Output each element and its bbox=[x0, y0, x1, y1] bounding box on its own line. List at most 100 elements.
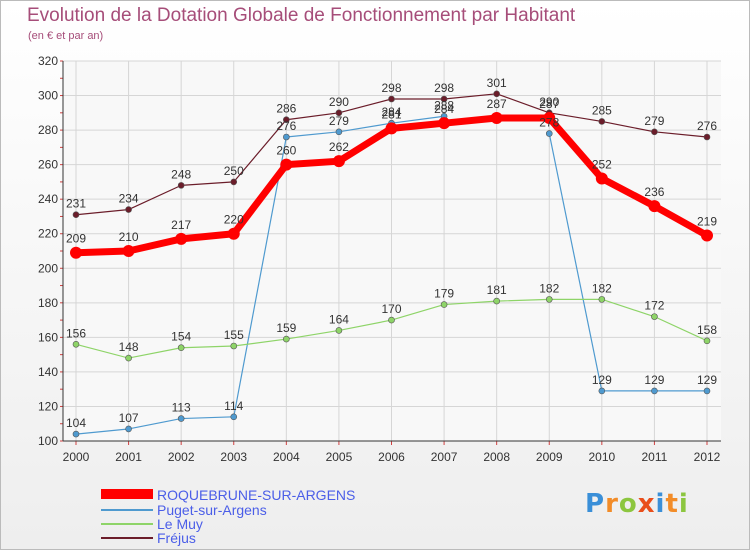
data-label-roquebrune-sur-argens-2005: 262 bbox=[329, 140, 349, 154]
data-point-fr-jus-2006 bbox=[388, 95, 395, 103]
y-tick-label: 220 bbox=[38, 227, 58, 241]
data-label-le-muy-2000: 156 bbox=[66, 326, 86, 340]
data-point-puget-sur-argens-2003 bbox=[230, 413, 238, 421]
logo-letter: x bbox=[637, 489, 656, 519]
legend-swatch-roquebrune bbox=[101, 489, 153, 499]
data-label-roquebrune-sur-argens-2003: 220 bbox=[224, 213, 244, 227]
data-label-roquebrune-sur-argens-2001: 210 bbox=[119, 230, 139, 244]
y-tick-label: 140 bbox=[38, 365, 58, 379]
data-point-fr-jus-2007 bbox=[440, 95, 448, 103]
x-tick-label: 2010 bbox=[588, 450, 615, 464]
legend-item-frejus: Fréjus bbox=[101, 530, 431, 546]
data-point-fr-jus-2001 bbox=[125, 206, 132, 213]
proxiti-logo: Proxiti bbox=[585, 489, 689, 519]
data-label-fr-jus-2010: 285 bbox=[592, 103, 612, 117]
data-point-fr-jus-2011 bbox=[651, 128, 658, 136]
legend-label-puget: Puget-sur-Argens bbox=[157, 502, 267, 518]
x-tick-label: 2004 bbox=[273, 450, 300, 464]
x-tick-label: 2009 bbox=[536, 450, 563, 464]
data-point-fr-jus-2000 bbox=[72, 211, 80, 219]
data-label-roquebrune-sur-argens-2004: 260 bbox=[276, 144, 296, 158]
data-label-le-muy-2004: 159 bbox=[276, 321, 296, 335]
legend-item-roquebrune: ROQUEBRUNE-SUR-ARGENS bbox=[101, 487, 431, 503]
data-label-roquebrune-sur-argens-2000: 209 bbox=[66, 232, 86, 246]
data-label-fr-jus-2001: 234 bbox=[119, 192, 139, 206]
y-tick-label: 160 bbox=[38, 330, 58, 344]
chart-subtitle: (en € et par an) bbox=[28, 30, 104, 42]
data-label-fr-jus-2003: 250 bbox=[224, 164, 244, 178]
legend-swatch-puget bbox=[101, 509, 153, 511]
data-point-puget-sur-argens-2001 bbox=[125, 425, 132, 433]
data-point-fr-jus-2008 bbox=[493, 90, 500, 98]
data-point-roquebrune-sur-argens-2003 bbox=[227, 227, 240, 240]
data-label-le-muy-2007: 179 bbox=[434, 287, 454, 301]
x-tick-label: 2000 bbox=[63, 450, 90, 464]
data-point-puget-sur-argens-2012 bbox=[703, 387, 711, 395]
y-tick-label: 100 bbox=[38, 434, 58, 448]
y-tick-label: 240 bbox=[38, 192, 58, 206]
data-label-fr-jus-2011: 279 bbox=[644, 114, 664, 128]
y-tick-label: 280 bbox=[38, 123, 58, 137]
data-label-puget-sur-argens-2001: 107 bbox=[119, 411, 139, 425]
data-label-fr-jus-2007: 298 bbox=[434, 81, 454, 95]
data-label-le-muy-2009: 182 bbox=[539, 281, 559, 295]
x-tick-label: 2011 bbox=[642, 450, 668, 464]
series-line-puget-sur-argens bbox=[75, 115, 708, 435]
chart-title: Evolution de la Dotation Globale de Fonc… bbox=[27, 5, 576, 26]
data-point-roquebrune-sur-argens-2002 bbox=[175, 232, 188, 245]
data-point-puget-sur-argens-2011 bbox=[651, 387, 658, 395]
data-label-le-muy-2002: 154 bbox=[171, 330, 191, 344]
data-point-roquebrune-sur-argens-2008 bbox=[490, 112, 503, 124]
y-tick-label: 260 bbox=[38, 158, 58, 172]
y-tick-label: 320 bbox=[38, 54, 58, 68]
data-label-fr-jus-2006: 298 bbox=[381, 81, 401, 95]
data-label-le-muy-2006: 170 bbox=[381, 302, 401, 316]
legend-swatch-le-muy bbox=[101, 523, 153, 525]
legend-swatch-frejus bbox=[101, 537, 153, 539]
data-label-fr-jus-2000: 231 bbox=[66, 197, 86, 211]
data-point-fr-jus-2012 bbox=[703, 133, 711, 141]
data-point-puget-sur-argens-2010 bbox=[598, 387, 606, 395]
data-label-puget-sur-argens-2011: 129 bbox=[644, 373, 664, 387]
data-label-puget-sur-argens-2002: 113 bbox=[172, 401, 191, 415]
data-point-puget-sur-argens-2004 bbox=[283, 133, 290, 141]
data-point-roquebrune-sur-argens-2005 bbox=[332, 155, 345, 168]
data-label-fr-jus-2009: 290 bbox=[539, 95, 559, 109]
data-label-le-muy-2003: 155 bbox=[224, 328, 244, 342]
data-label-roquebrune-sur-argens-2006: 281 bbox=[381, 107, 401, 121]
legend-label-le-muy: Le Muy bbox=[157, 516, 203, 532]
data-label-fr-jus-2005: 290 bbox=[329, 95, 349, 109]
data-point-roquebrune-sur-argens-2006 bbox=[385, 122, 398, 135]
x-tick-label: 2012 bbox=[694, 450, 721, 464]
data-point-roquebrune-sur-argens-2010 bbox=[595, 172, 608, 185]
data-label-puget-sur-argens-2007: 288 bbox=[434, 98, 454, 112]
data-label-le-muy-2010: 182 bbox=[592, 281, 612, 295]
data-point-le-muy-2006 bbox=[388, 316, 395, 324]
legend-item-puget: Puget-sur-Argens bbox=[101, 502, 431, 518]
data-point-roquebrune-sur-argens-2000 bbox=[70, 246, 82, 259]
data-point-le-muy-2010 bbox=[598, 296, 606, 303]
logo-letter: o bbox=[618, 489, 638, 519]
data-label-le-muy-2005: 164 bbox=[329, 312, 349, 326]
data-point-le-muy-2008 bbox=[493, 297, 500, 305]
data-point-le-muy-2003 bbox=[230, 342, 238, 350]
data-point-fr-jus-2005 bbox=[335, 109, 343, 117]
data-label-fr-jus-2004: 286 bbox=[276, 102, 296, 116]
data-label-puget-sur-argens-2004: 276 bbox=[276, 119, 296, 133]
legend-label-roquebrune: ROQUEBRUNE-SUR-ARGENS bbox=[157, 487, 356, 503]
logo-letter: t bbox=[665, 489, 679, 519]
data-label-roquebrune-sur-argens-2011: 236 bbox=[644, 185, 664, 199]
data-point-roquebrune-sur-argens-2009 bbox=[543, 112, 556, 124]
data-point-le-muy-2009 bbox=[545, 296, 553, 303]
data-label-roquebrune-sur-argens-2008: 287 bbox=[487, 97, 507, 111]
data-point-roquebrune-sur-argens-2001 bbox=[122, 245, 135, 257]
data-label-puget-sur-argens-2009: 278 bbox=[539, 116, 559, 130]
data-label-puget-sur-argens-2000: 104 bbox=[66, 416, 86, 430]
logo-letter: P bbox=[585, 489, 606, 519]
data-point-fr-jus-2003 bbox=[230, 178, 238, 186]
data-label-puget-sur-argens-2005: 279 bbox=[329, 114, 349, 128]
data-point-le-muy-2000 bbox=[72, 340, 80, 348]
data-point-fr-jus-2004 bbox=[283, 116, 290, 124]
x-tick-label: 2006 bbox=[378, 450, 405, 464]
